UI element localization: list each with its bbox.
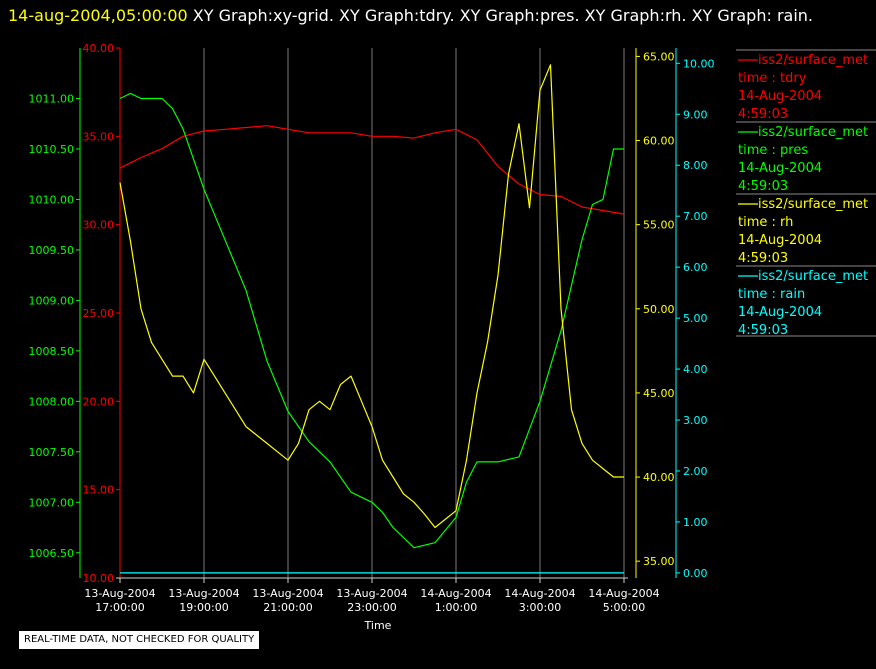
rh-tick-label: 50.00 bbox=[643, 303, 675, 316]
title-timestamp: 14-aug-2004,05:00:00 bbox=[8, 6, 188, 25]
legend-line: 4:59:03 bbox=[738, 179, 788, 194]
time-tick-clock: 3:00:00 bbox=[519, 601, 561, 614]
time-tick-date: 13-Aug-2004 bbox=[336, 587, 407, 600]
tdry-tick-label: 20.00 bbox=[83, 395, 115, 408]
rain-tick-label: 7.00 bbox=[683, 210, 708, 223]
time-tick-date: 14-Aug-2004 bbox=[588, 587, 659, 600]
time-tick-clock: 1:00:00 bbox=[435, 601, 477, 614]
rain-tick-label: 3.00 bbox=[683, 414, 708, 427]
tdry-tick-label: 30.00 bbox=[83, 219, 115, 232]
rain-tick-label: 0.00 bbox=[683, 567, 708, 580]
pres-axis: 1006.50 1007.00 1007.50 1008.00 1008.50 1009.… bbox=[29, 48, 81, 578]
rh-tick-label: 40.00 bbox=[643, 471, 675, 484]
rain-tick-label: 6.00 bbox=[683, 261, 708, 274]
time-tick-date: 13-Aug-2004 bbox=[84, 587, 155, 600]
legend-line: 14-Aug-2004 bbox=[738, 305, 822, 320]
time-axis-label: Time bbox=[364, 619, 392, 632]
legend-line: 4:59:03 bbox=[738, 251, 788, 266]
legend-line: time : tdry bbox=[738, 71, 807, 86]
rh-tick-label: 35.00 bbox=[643, 555, 675, 568]
time-tick-clock: 17:00:00 bbox=[95, 601, 144, 614]
pres-tick-label: 1011.00 bbox=[29, 92, 75, 105]
pres-tick-label: 1010.00 bbox=[29, 193, 75, 206]
rh-tick-label: 65.00 bbox=[643, 50, 675, 63]
rain-axis: 0.00 1.00 2.00 3.00 4.00 5.00 6.00 7.00 8.00 9.00… bbox=[675, 48, 715, 580]
rh-series-line bbox=[119, 64, 624, 529]
tdry-tick-label: 35.00 bbox=[83, 130, 115, 143]
value-axes: 1006.50 1007.00 1007.50 1008.00 1008.50 1009.… bbox=[29, 42, 715, 585]
rain-tick-label: 10.00 bbox=[683, 57, 715, 70]
legend-line: time : pres bbox=[738, 143, 808, 158]
tdry-tick-label: 10.00 bbox=[83, 572, 115, 585]
time-axis: 13-Aug-200417:00:0013-Aug-200419:00:0013… bbox=[84, 577, 660, 632]
legend-line: iss2/surface_met bbox=[758, 269, 868, 284]
time-tick-clock: 21:00:00 bbox=[263, 601, 312, 614]
rain-tick-label: 2.00 bbox=[683, 465, 708, 478]
legend-line: 14-Aug-2004 bbox=[738, 89, 822, 104]
legend-line: time : rh bbox=[738, 215, 793, 230]
tdry-series-line bbox=[119, 125, 625, 215]
rh-tick-label: 45.00 bbox=[643, 387, 675, 400]
legend-line: 4:59:03 bbox=[738, 323, 788, 338]
tdry-tick-label: 25.00 bbox=[83, 307, 115, 320]
pres-tick-label: 1010.50 bbox=[29, 143, 75, 156]
legend-line: 4:59:03 bbox=[738, 107, 788, 122]
pres-tick-label: 1008.50 bbox=[29, 345, 75, 358]
rh-tick-label: 60.00 bbox=[643, 135, 675, 148]
time-tick-date: 13-Aug-2004 bbox=[168, 587, 239, 600]
time-tick-date: 14-Aug-2004 bbox=[504, 587, 575, 600]
time-tick-clock: 5:00:00 bbox=[603, 601, 645, 614]
quality-notice: REAL-TIME DATA, NOT CHECKED FOR QUALITY bbox=[19, 631, 260, 649]
rh-axis: 35.00 40.00 45.00 50.00 55.00 60.00 65.00 bbox=[635, 48, 675, 578]
rain-tick-label: 5.00 bbox=[683, 312, 708, 325]
legend-line: iss2/surface_met bbox=[758, 125, 868, 140]
rain-tick-label: 1.00 bbox=[683, 516, 708, 529]
pres-series-line bbox=[119, 92, 624, 549]
chart-title: 14-aug-2004,05:00:00 XY Graph:xy-grid. X… bbox=[8, 2, 868, 29]
legend-line: iss2/surface_met bbox=[758, 197, 868, 212]
legend-line: time : rain bbox=[738, 287, 805, 302]
pres-tick-label: 1007.00 bbox=[29, 496, 75, 509]
pres-tick-label: 1009.50 bbox=[29, 244, 75, 257]
rain-tick-label: 9.00 bbox=[683, 108, 708, 121]
tdry-tick-label: 15.00 bbox=[83, 484, 115, 497]
legend-line: iss2/surface_met bbox=[758, 53, 868, 68]
legend-line: 14-Aug-2004 bbox=[738, 161, 822, 176]
rh-tick-label: 55.00 bbox=[643, 219, 675, 232]
tdry-axis: 10.00 15.00 20.00 25.00 30.00 35.00 40.00 bbox=[83, 42, 121, 585]
time-tick-clock: 23:00:00 bbox=[347, 601, 396, 614]
grid-lines bbox=[119, 48, 625, 578]
time-tick-date: 14-Aug-2004 bbox=[420, 587, 491, 600]
tdry-tick-label: 40.00 bbox=[83, 42, 115, 55]
pres-tick-label: 1008.00 bbox=[29, 395, 75, 408]
data-series bbox=[119, 64, 625, 574]
time-tick-date: 13-Aug-2004 bbox=[252, 587, 323, 600]
pres-tick-label: 1009.00 bbox=[29, 294, 75, 307]
title-graph-list: XY Graph:xy-grid. XY Graph:tdry. XY Grap… bbox=[192, 6, 813, 25]
pres-tick-label: 1006.50 bbox=[29, 547, 75, 560]
rain-tick-label: 4.00 bbox=[683, 363, 708, 376]
rain-tick-label: 8.00 bbox=[683, 159, 708, 172]
pres-tick-label: 1007.50 bbox=[29, 446, 75, 459]
legend-line: 14-Aug-2004 bbox=[738, 233, 822, 248]
time-tick-clock: 19:00:00 bbox=[179, 601, 228, 614]
